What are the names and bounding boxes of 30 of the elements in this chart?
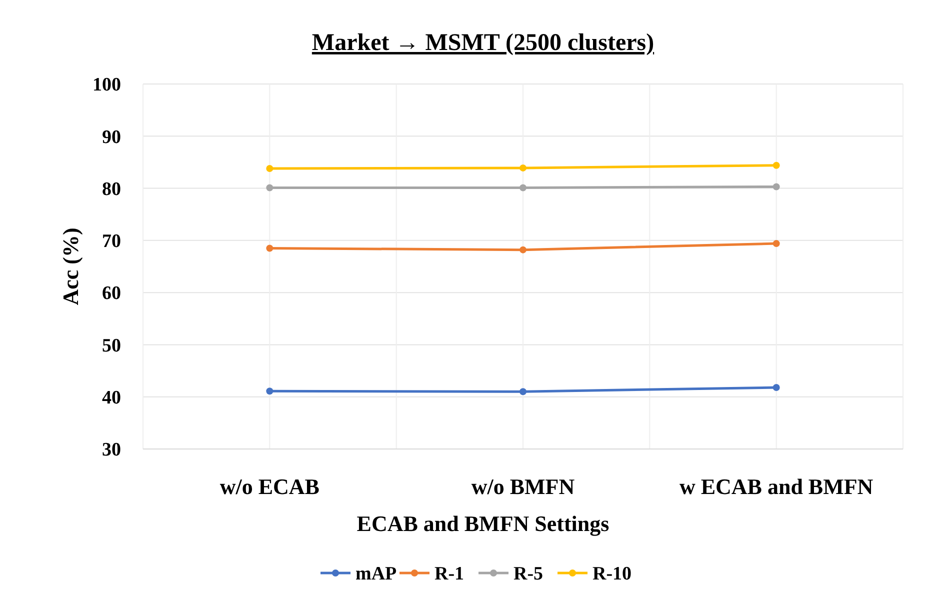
point [266,164,274,172]
legend-label: R-1 [434,564,464,585]
point [772,162,780,169]
x-axis-title: ECAB and BMFN Settings [356,511,610,536]
point [520,184,526,192]
x-tick-label: w/o ECAB [220,474,320,499]
y-tick-label: 80 [102,178,121,200]
y-tick-label: 30 [102,440,121,461]
chart-title: Market → MSMT (2500 clusters) [312,30,654,56]
point [266,388,274,395]
point [772,240,780,248]
y-tick-label: 40 [102,388,121,409]
point [772,384,780,391]
legend-label: R-10 [592,564,632,585]
y-tick-label: 50 [102,335,121,356]
legend-label: mAP [356,564,398,585]
x-tick-label: w/o BMFN [471,474,575,499]
point [772,183,780,190]
y-tick-label: 100 [92,74,121,96]
point [520,164,526,172]
y-tick-label: 70 [102,231,121,252]
legend-label: R-5 [514,564,544,585]
point [520,246,526,254]
x-tick-label: w ECAB and BMFN [679,474,874,499]
point [266,184,274,192]
y-tick-label: 60 [102,283,121,304]
point [266,244,274,252]
y-tick-label: 90 [102,126,121,148]
y-axis-title: Acc (%) [58,228,83,306]
point [520,388,526,396]
